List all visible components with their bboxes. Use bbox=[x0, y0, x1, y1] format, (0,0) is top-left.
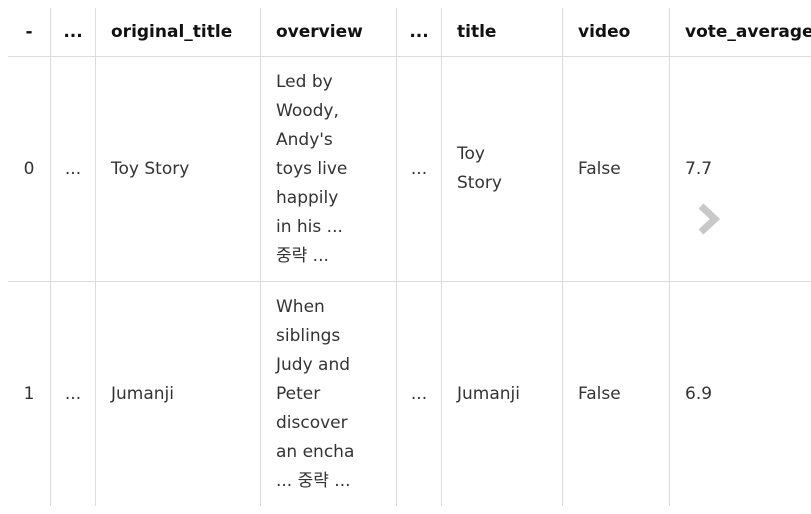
header-ellipsis-right: ... bbox=[396, 8, 442, 57]
overview-line: siblings bbox=[276, 325, 341, 346]
chevron-right-icon bbox=[698, 203, 721, 235]
title-line: Toy bbox=[457, 144, 485, 164]
overview-line: toys live bbox=[276, 158, 348, 179]
title-line: Story bbox=[457, 173, 502, 193]
overview-line: Woody, bbox=[276, 100, 339, 121]
cell-overview: Led by Woody, Andy's toys live happily i… bbox=[260, 56, 397, 282]
header-original-title: original_title bbox=[95, 8, 261, 57]
cell-index: 0 bbox=[8, 56, 51, 282]
overview-line: an encha bbox=[276, 441, 355, 462]
data-table-container[interactable]: - ... original_title overview ... title … bbox=[8, 8, 811, 514]
cell-ellipsis-left: ... bbox=[50, 281, 96, 506]
header-row: - ... original_title overview ... title … bbox=[8, 8, 811, 57]
header-index: - bbox=[8, 8, 51, 57]
header-title: title bbox=[441, 8, 563, 57]
overview-line: happily bbox=[276, 187, 339, 208]
cell-vote-average: 7.7 bbox=[669, 56, 811, 282]
overview-line: When bbox=[276, 296, 325, 317]
cell-overview: When siblings Judy and Peter discover an… bbox=[260, 281, 397, 506]
cell-video: False bbox=[562, 281, 670, 506]
overview-line: 중략 ... bbox=[276, 245, 329, 266]
cell-video: False bbox=[562, 56, 670, 282]
overview-line: Peter bbox=[276, 383, 321, 404]
table-row: 1 ... Jumanji When siblings Judy and Pet… bbox=[8, 281, 811, 506]
overview-line: in his ... bbox=[276, 216, 343, 237]
overview-line: Judy and bbox=[276, 354, 351, 375]
title-line: Jumanji bbox=[457, 383, 520, 404]
cell-ellipsis-left: ... bbox=[50, 56, 96, 282]
data-table: - ... original_title overview ... title … bbox=[8, 8, 811, 506]
table-row: 0 ... Toy Story Led by Woody, Andy's toy… bbox=[8, 56, 811, 282]
overview-line: discover bbox=[276, 412, 348, 433]
cell-title: Jumanji bbox=[441, 281, 563, 506]
cell-vote-average: 6.9 bbox=[669, 281, 811, 506]
cell-title: Toy Story bbox=[441, 56, 563, 282]
cell-ellipsis-right: ... bbox=[396, 281, 442, 506]
overview-line: ... 중략 ... bbox=[276, 470, 351, 491]
header-overview: overview bbox=[260, 8, 397, 57]
header-vote-average: vote_average bbox=[669, 8, 811, 57]
scroll-right-button[interactable] bbox=[696, 202, 722, 236]
overview-line: Andy's bbox=[276, 129, 333, 150]
overview-line: Led by bbox=[276, 71, 333, 92]
cell-original-title: Toy Story bbox=[95, 56, 261, 282]
header-video: video bbox=[562, 8, 670, 57]
cell-original-title: Jumanji bbox=[95, 281, 261, 506]
cell-ellipsis-right: ... bbox=[396, 56, 442, 282]
cell-index: 1 bbox=[8, 281, 51, 506]
header-ellipsis-left: ... bbox=[50, 8, 96, 57]
